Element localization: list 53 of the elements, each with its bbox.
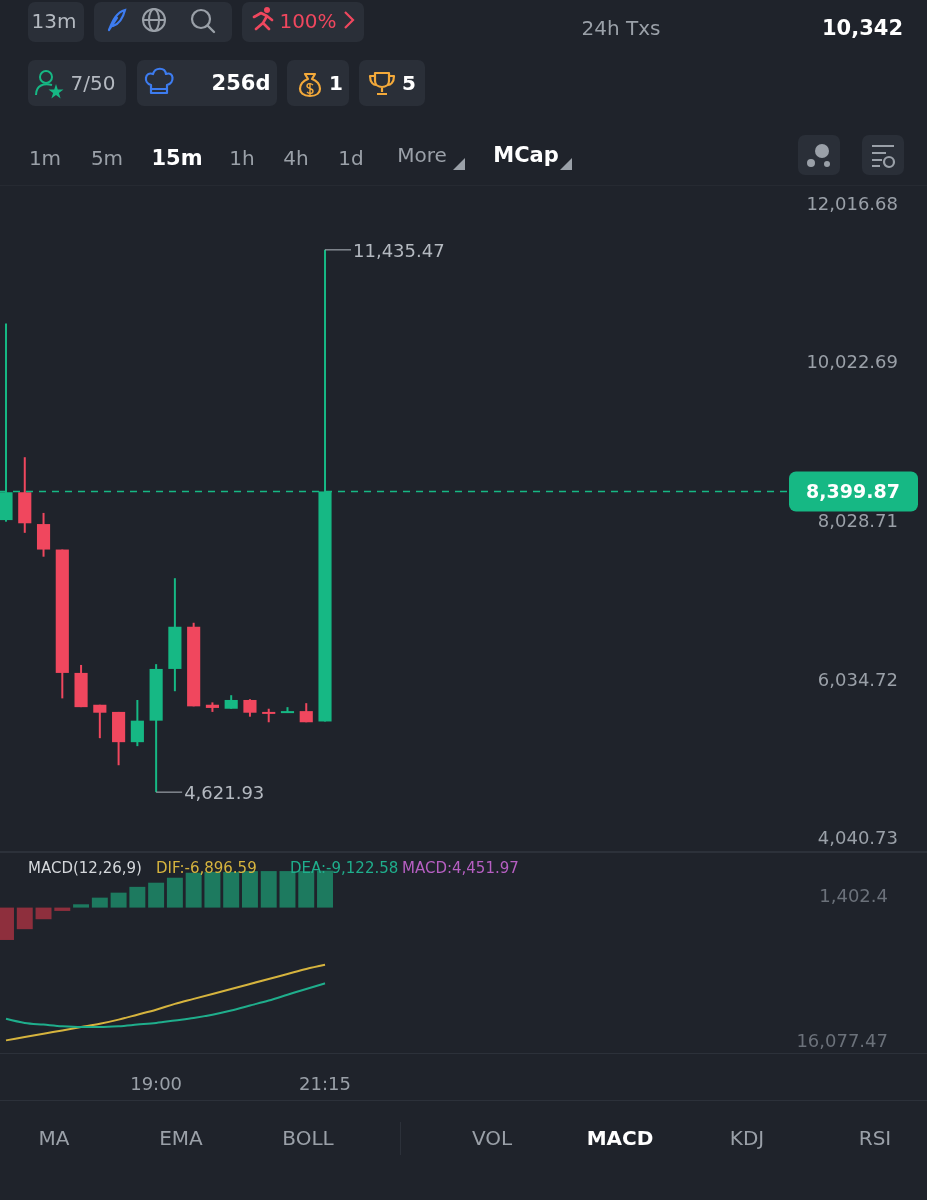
text: More xyxy=(397,143,447,167)
bar xyxy=(16,907,33,930)
annotation: 4,621.93 xyxy=(184,782,265,804)
text: 5m xyxy=(90,146,124,170)
x-tick-label: 19:00 xyxy=(130,1073,183,1094)
text: BOLL xyxy=(282,1126,335,1150)
y-tick-label: 12,016.68 xyxy=(806,192,898,214)
y-tick-label: 4,040.73 xyxy=(817,827,898,849)
text: 24h Txs xyxy=(581,16,661,40)
text: 7/50 xyxy=(70,71,116,95)
y-tick-label: 8,028.71 xyxy=(817,509,898,531)
bar xyxy=(91,897,108,908)
text: 100% xyxy=(279,9,337,33)
annotation: DIF:-6,896.59 xyxy=(156,859,257,877)
y-tick-label: 16,077.47 xyxy=(796,1030,888,1052)
text: 10,342 xyxy=(821,16,903,40)
bar xyxy=(73,904,90,908)
text: 5 xyxy=(402,71,416,95)
text: 1h xyxy=(229,146,255,170)
annotation: 11,435.47 xyxy=(353,239,445,261)
text: RSI xyxy=(858,1126,892,1150)
annotation: MACD:4,451.97 xyxy=(402,859,519,877)
text: 15m xyxy=(151,146,203,170)
x-tick-label: 21:15 xyxy=(299,1073,351,1094)
y-tick-label: 6,034.72 xyxy=(817,668,898,690)
text: VOL xyxy=(471,1126,513,1150)
bar xyxy=(54,907,71,911)
text: 13m xyxy=(31,9,77,33)
text: 1m xyxy=(28,146,62,170)
candlestick xyxy=(93,703,107,740)
text: EMA xyxy=(159,1126,204,1150)
bar xyxy=(129,886,146,908)
line-series xyxy=(5,963,327,1042)
annotation: MACD(12,26,9) xyxy=(28,859,142,877)
text: 256d xyxy=(211,71,271,95)
text: MACD xyxy=(586,1126,654,1150)
text: MA xyxy=(38,1126,70,1150)
bar xyxy=(35,907,52,920)
ref-line-label: 8,399.87 xyxy=(806,480,900,503)
text: 1 xyxy=(329,71,343,95)
text: MCap xyxy=(493,143,559,167)
bar xyxy=(148,882,165,908)
text: 1d xyxy=(338,146,364,170)
y-tick-label: 10,022.69 xyxy=(806,351,898,373)
y-tick-label: 1,402.4 xyxy=(819,884,888,906)
line-series xyxy=(5,982,327,1029)
candlestick xyxy=(130,698,144,748)
bar xyxy=(260,871,277,908)
bar xyxy=(166,877,183,908)
bar xyxy=(110,892,127,908)
annotation: DEA:-9,122.58 xyxy=(290,859,399,877)
text: KDJ xyxy=(729,1126,765,1150)
text: 4h xyxy=(283,146,309,170)
